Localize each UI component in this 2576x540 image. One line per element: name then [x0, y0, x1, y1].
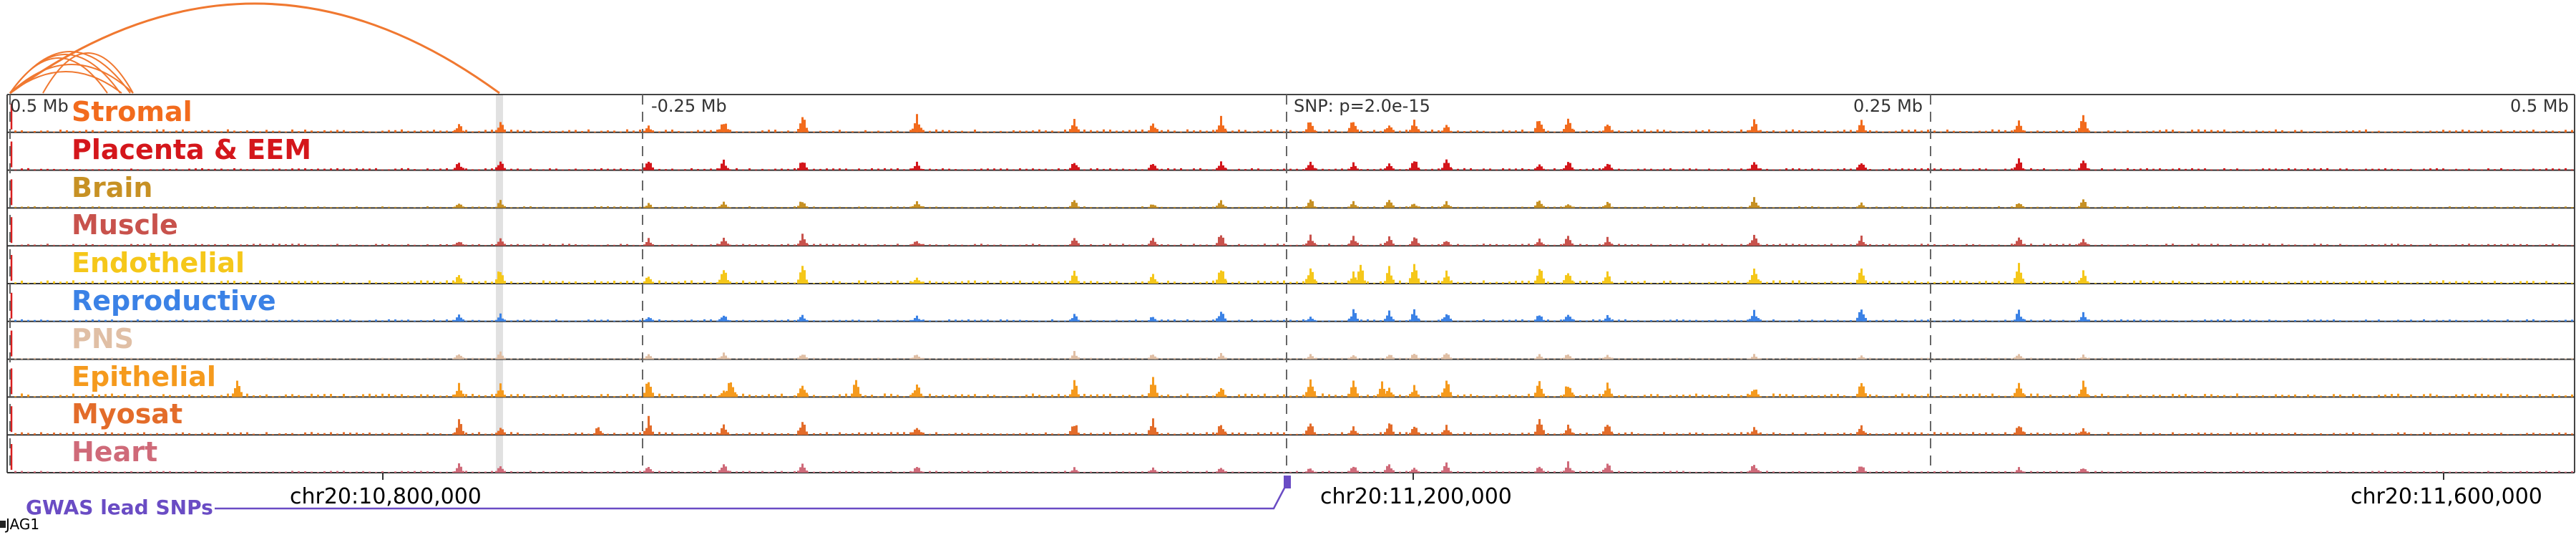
- track-label: PNS: [72, 324, 134, 353]
- signal-track-reproductive: [14, 309, 2573, 322]
- track-label: Brain: [72, 173, 152, 202]
- distance-label: SNP: p=2.0e-15: [1294, 96, 1430, 116]
- coordinate-label: chr20:10,800,000: [290, 484, 482, 509]
- track-label: Muscle: [72, 211, 178, 239]
- track-label: Endothelial: [72, 249, 245, 277]
- distance-label: -0.25 Mb: [651, 96, 727, 116]
- track-label: Epithelial: [72, 362, 216, 391]
- signal-track-placenta-eem: [14, 158, 2573, 170]
- signal-track-brain: [14, 197, 2573, 208]
- signal-track-myosat: [14, 416, 2573, 435]
- track-label: Placenta & EEM: [72, 135, 311, 164]
- signal-track-heart: [14, 461, 2573, 473]
- gwas-lead-snps-label: GWAS lead SNPs: [26, 496, 213, 519]
- gwas-snp-marker: [1284, 476, 1291, 488]
- signal-track-endothelial: [14, 263, 2573, 284]
- loop-arc: [10, 4, 499, 93]
- gene-marker: [0, 521, 6, 528]
- signal-track-muscle: [14, 233, 2573, 246]
- distance-label: 0.25 Mb: [1853, 96, 1923, 116]
- track-label: Stromal: [72, 97, 192, 126]
- track-label: Reproductive: [72, 286, 276, 315]
- coordinate-label: chr20:11,600,000: [2351, 484, 2542, 509]
- track-label: Myosat: [72, 400, 182, 428]
- signal-track-epithelial: [14, 377, 2573, 397]
- track-label: Heart: [72, 438, 157, 466]
- signal-track-pns: [14, 351, 2573, 360]
- distance-label: 0.5 Mb: [2510, 96, 2569, 116]
- distance-label: 0.5 Mb: [10, 96, 69, 116]
- loop-arc: [43, 53, 133, 93]
- coordinate-label: chr20:11,200,000: [1320, 484, 1512, 509]
- gene-label: JAG1: [6, 516, 39, 533]
- signal-track-stromal: [14, 114, 2573, 132]
